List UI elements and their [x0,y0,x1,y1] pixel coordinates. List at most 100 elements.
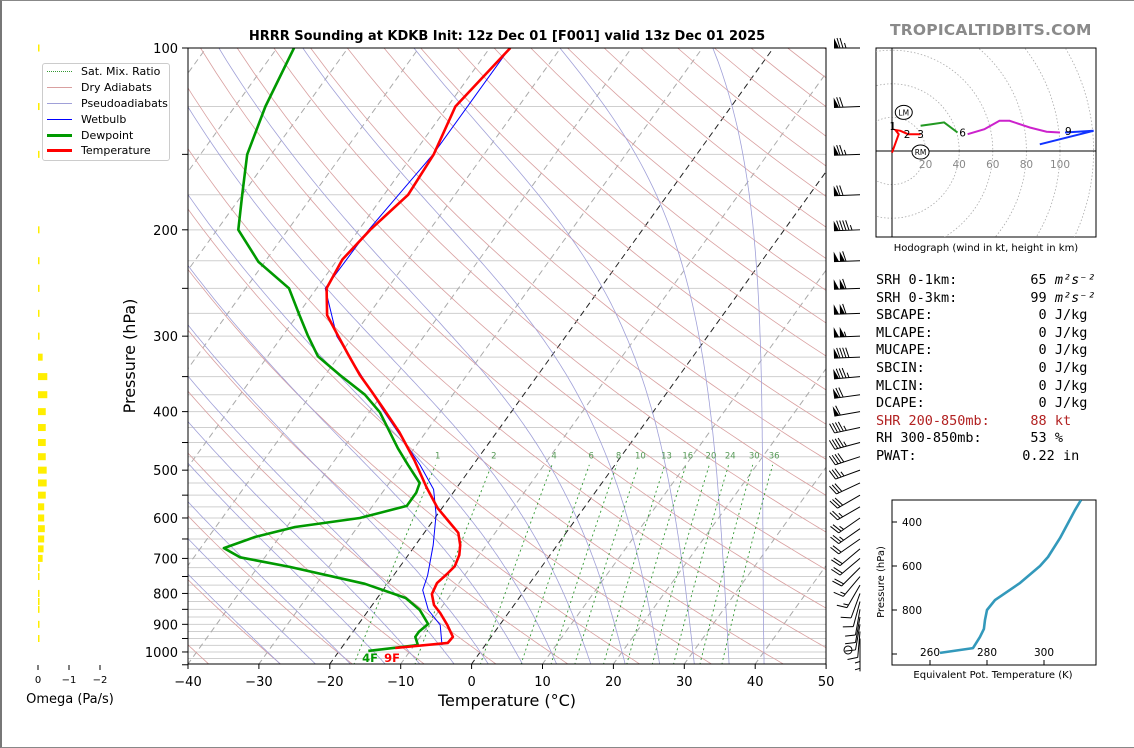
isotherm-line [258,48,703,664]
wind-barb-full [836,604,848,609]
mixing-ratio-line [673,464,730,664]
legend-item-mix: Sat. Mix. Ratio [43,64,169,80]
y-tick-label: 200 [153,224,178,239]
stat-label: SHR 200-850mb: [876,412,1015,429]
y-tick-label: 400 [153,406,178,421]
omega-tick-label: 0 [35,675,41,686]
legend-label: Wetbulb [81,112,127,126]
stat-unit: J/kg [1054,395,1088,412]
wind-barb-full [836,145,841,156]
wind-barb-half [854,661,861,664]
wind-barb-full [834,578,844,585]
wind-barb-half [849,224,853,231]
dry-adiabat-line [188,329,569,664]
wetbulb-line [324,48,511,646]
wind-barb-full [830,547,840,555]
omega-bar [38,257,40,265]
wind-barb-full [833,557,843,565]
y-tick-label: 300 [153,330,178,345]
wind-barb-full [836,97,841,108]
mixing-ratio-line [353,464,436,664]
wind-barb-staff [854,624,861,651]
stat-label: RH 300-850mb: [876,430,1015,447]
stat-row: MLCIN: 0 J/kg [876,378,1095,396]
chart-title: HRRR Sounding at KDKB Init: 12z Dec 01 [… [249,29,765,44]
storm-motion-label: LM [898,108,909,117]
wind-barb-half [846,372,850,378]
dry-adiabat-line [188,208,713,664]
x-tick-label: 30 [676,675,693,690]
wind-barb-staff [837,494,861,509]
temperature-line [325,48,512,650]
theta-e-ylabel: Pressure (hPa) [876,546,887,618]
stat-row: MUCAPE: 0 J/kg [876,342,1095,360]
mixing-ratio-label: 24 [725,451,736,461]
wind-barb-half [843,425,847,431]
legend-label: Dewpoint [81,128,134,142]
wind-barb-full [828,455,836,466]
wind-barb-full [839,97,844,108]
stat-row: MLCAPE: 0 J/kg [876,325,1095,343]
wind-barb-half [839,525,844,530]
omega-panel: 0 −1 −2 [35,44,107,686]
wind-barb-flag [834,38,839,48]
wind-barb-flag [833,304,840,315]
legend-item-moist: Pseudoadiabats [43,96,169,112]
dry-adiabat-line [188,148,785,664]
hodograph-height-label: 9 [1065,126,1072,138]
wind-barb-staff [833,194,861,197]
stat-unit: m²s⁻² [1054,289,1096,306]
stat-label: MUCAPE: [876,342,1015,359]
hodograph-height-label: 6 [959,128,966,140]
omega-bar [38,439,46,447]
isotherm-line [188,48,632,664]
wind-barb-full [837,453,845,463]
theta-e-frame [891,499,1097,666]
wind-barb-half [840,471,845,477]
stat-label: SRH 0-3km: [876,289,1015,306]
dry-adiabat-line [383,48,826,425]
stat-value: 88 [1014,412,1055,429]
dry-adiabat-line [188,579,282,664]
mixing-ratio-line [721,464,774,664]
dry-adiabat-line [310,48,826,496]
wind-barb-staff [833,335,861,338]
stat-unit: J/kg [1054,307,1088,324]
mixing-ratio-label: 13 [661,451,672,461]
wind-barb-full [845,642,856,645]
pseudoadiabat-line [559,48,730,664]
y-tick-label: 700 [153,552,178,567]
wind-barb-half [844,42,847,49]
stat-label: SBCAPE: [876,307,1015,324]
wind-barb-flag [833,251,840,262]
stat-unit: J/kg [1054,324,1088,341]
wind-barb-full [830,536,840,544]
stat-value: 0 [1014,377,1055,394]
stat-row: DCAPE: 0 J/kg [876,395,1095,413]
wind-barb-full [835,368,841,379]
wind-barb-half [838,512,844,518]
stat-label: MLCAPE: [876,324,1015,341]
mixing-ratio-line [603,464,666,664]
x-tick-label: 20 [605,675,622,690]
pseudoadiabat-line [188,375,455,664]
dry-adiabat-line [236,48,826,571]
wind-barb-staff [833,229,861,232]
wind-barb-full [834,422,841,432]
legend-swatch [47,118,72,120]
omega-bar [38,605,40,613]
wind-barb-full [839,37,844,49]
wind-barb-full [835,387,841,398]
theta-e-plot [939,500,1083,655]
wind-barb-full [834,454,842,464]
wind-barb-full [838,368,844,379]
hodograph-ring-label: 80 [1020,159,1033,171]
wind-barb-flag [833,185,840,196]
wind-barb-full [845,649,856,652]
wind-barb-full [842,347,847,358]
mixing-ratio-label: 6 [589,451,594,461]
wind-barb-staff [836,482,861,495]
stat-label: PWAT: [876,447,1015,464]
wind-barb-staff [833,153,861,156]
wind-barb-half [840,591,846,595]
